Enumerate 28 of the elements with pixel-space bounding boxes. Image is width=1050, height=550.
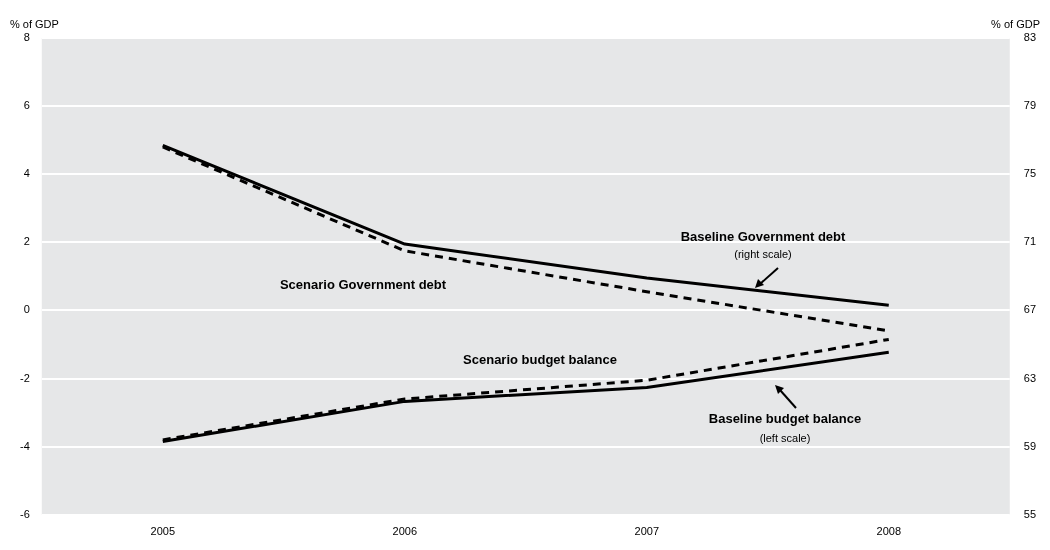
y-tick-label: -4 [20, 439, 30, 452]
y-tick-label: 0 [23, 303, 30, 316]
y2-tick-label: 59 [1023, 439, 1037, 452]
y2-tick-label: 75 [1023, 167, 1037, 180]
series-label: Scenario Government debt [279, 276, 447, 292]
x-tick-label: 2007 [634, 525, 660, 538]
text: Baseline Government debt [680, 228, 847, 244]
y-axis-title: % of GDP [10, 17, 59, 30]
legend-label: Baseline budget balance [708, 410, 862, 426]
x-tick-label: 2008 [876, 525, 902, 538]
y-tick-label: 2 [23, 235, 30, 248]
y2-tick-label: 79 [1023, 99, 1037, 112]
y-tick-label: 8 [23, 31, 30, 44]
y-tick-label: -2 [20, 371, 30, 384]
annotation: (left scale) [759, 432, 811, 445]
y2-tick-label: 63 [1023, 371, 1037, 384]
x-tick-label: 2005 [150, 525, 176, 538]
y-tick-label: 6 [23, 99, 30, 112]
y2-axis-title: % of GDP [991, 17, 1040, 30]
y2-tick-label: 83 [1023, 31, 1037, 44]
y-tick-label: 4 [23, 167, 30, 180]
y2-tick-label: 67 [1023, 303, 1037, 316]
annotation: (right scale) [734, 248, 792, 261]
y-tick-label: -6 [20, 507, 30, 520]
x-tick-label: 2006 [392, 525, 418, 538]
y2-tick-label: 55 [1023, 507, 1037, 520]
series-label: Scenario budget balance [463, 351, 617, 367]
y2-tick-label: 71 [1023, 235, 1037, 248]
